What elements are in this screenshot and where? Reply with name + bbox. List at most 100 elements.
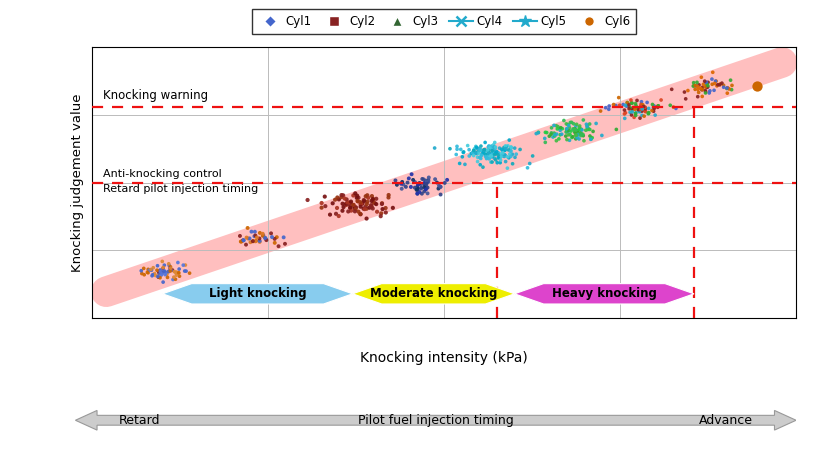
Point	[715, 80, 728, 87]
Point	[450, 143, 463, 150]
Point	[494, 153, 508, 161]
Point	[561, 136, 574, 143]
Point	[637, 103, 650, 110]
Point	[473, 146, 487, 154]
Point	[482, 142, 495, 150]
Point	[248, 228, 261, 235]
Point	[648, 102, 661, 110]
Point	[628, 110, 642, 117]
Point	[478, 150, 492, 157]
Point	[542, 132, 556, 140]
Point	[473, 161, 487, 168]
Point	[500, 164, 514, 172]
Point	[603, 106, 616, 113]
Point	[569, 132, 582, 139]
Point	[499, 145, 513, 153]
Point	[135, 270, 148, 278]
Point	[467, 147, 480, 154]
Point	[628, 100, 642, 107]
Point	[538, 135, 551, 142]
Point	[484, 153, 497, 161]
Point	[411, 183, 424, 190]
Point	[357, 196, 370, 204]
Point	[241, 224, 254, 232]
Point	[157, 264, 170, 272]
Point	[493, 154, 506, 162]
Point	[456, 153, 469, 161]
Point	[360, 200, 374, 208]
Text: Knocking warning: Knocking warning	[103, 89, 208, 102]
Point	[545, 131, 558, 138]
Point	[498, 152, 511, 159]
Point	[443, 145, 457, 153]
Point	[583, 126, 597, 133]
Point	[639, 107, 652, 115]
Point	[420, 180, 433, 188]
Point	[169, 271, 183, 279]
Point	[612, 94, 625, 102]
Point	[434, 183, 447, 190]
Point	[561, 121, 575, 128]
Point	[237, 236, 251, 244]
Point	[573, 125, 587, 133]
Point	[493, 145, 506, 152]
Point	[574, 130, 587, 138]
Point	[609, 102, 623, 109]
Point	[569, 135, 582, 143]
Point	[158, 271, 172, 278]
Point	[629, 112, 643, 119]
Point	[696, 93, 709, 100]
Point	[632, 106, 645, 113]
Point	[563, 137, 577, 144]
Point	[167, 273, 180, 281]
Point	[466, 149, 479, 156]
Point	[725, 81, 738, 89]
Point	[332, 196, 345, 203]
Point	[707, 87, 721, 94]
Point	[266, 234, 279, 241]
Point	[458, 161, 472, 168]
Point	[153, 267, 167, 275]
Point	[471, 158, 484, 165]
Point	[689, 82, 702, 90]
Point	[561, 127, 575, 135]
Point	[586, 134, 599, 141]
Point	[478, 146, 491, 154]
Point	[162, 260, 175, 268]
Point	[258, 234, 272, 241]
Point	[471, 148, 484, 155]
Point	[354, 198, 367, 206]
Point	[562, 122, 576, 129]
Point	[478, 146, 491, 154]
Point	[418, 179, 432, 187]
Point	[665, 86, 679, 93]
Point	[141, 269, 154, 276]
Point	[416, 175, 429, 183]
Point	[563, 124, 577, 132]
Point	[457, 148, 470, 156]
Point	[163, 267, 177, 275]
Point	[488, 149, 501, 156]
Point	[467, 147, 480, 154]
Point	[337, 203, 350, 211]
Point	[664, 102, 677, 109]
Point	[487, 141, 500, 149]
Point	[360, 215, 373, 222]
Point	[584, 136, 597, 143]
Point	[146, 271, 159, 278]
Point	[508, 144, 521, 152]
Point	[450, 146, 463, 153]
Point	[630, 104, 644, 112]
Point	[438, 179, 452, 187]
Point	[478, 139, 492, 146]
Point	[326, 199, 339, 207]
Point	[481, 146, 494, 154]
Point	[365, 192, 379, 200]
Point	[550, 137, 563, 145]
Point	[721, 84, 734, 92]
Point	[497, 144, 510, 151]
Point	[334, 193, 348, 201]
Point	[623, 105, 636, 112]
Point	[379, 209, 392, 216]
Point	[395, 180, 408, 188]
